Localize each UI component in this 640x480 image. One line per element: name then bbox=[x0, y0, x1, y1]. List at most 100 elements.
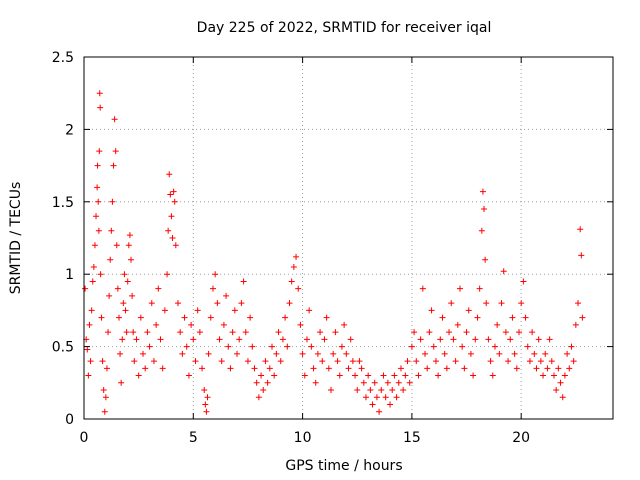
data-point bbox=[341, 321, 348, 328]
data-point bbox=[94, 184, 101, 191]
data-point bbox=[319, 358, 326, 365]
data-point bbox=[295, 285, 302, 292]
grid bbox=[84, 57, 613, 419]
data-point bbox=[323, 314, 330, 321]
data-point bbox=[391, 372, 398, 379]
data-point bbox=[157, 336, 164, 343]
data-point bbox=[137, 314, 144, 321]
data-point bbox=[165, 227, 172, 234]
data-point bbox=[422, 350, 429, 357]
data-point bbox=[277, 358, 284, 365]
data-point bbox=[133, 336, 140, 343]
data-point bbox=[533, 365, 540, 372]
y-tick-label: 1 bbox=[65, 267, 74, 283]
data-point bbox=[88, 307, 95, 314]
data-point bbox=[548, 358, 555, 365]
data-point bbox=[89, 278, 96, 285]
data-point bbox=[452, 358, 459, 365]
data-point bbox=[192, 358, 199, 365]
data-point bbox=[491, 343, 498, 350]
data-point bbox=[345, 365, 352, 372]
data-point bbox=[496, 350, 503, 357]
data-point bbox=[308, 343, 315, 350]
data-point bbox=[161, 307, 168, 314]
data-point bbox=[117, 350, 124, 357]
data-point bbox=[485, 336, 492, 343]
x-tick-label: 0 bbox=[80, 430, 89, 446]
data-point bbox=[448, 300, 455, 307]
tick-marks bbox=[83, 56, 613, 420]
data-point bbox=[301, 372, 308, 379]
data-point bbox=[174, 300, 181, 307]
data-point bbox=[349, 358, 356, 365]
data-point bbox=[262, 358, 269, 365]
data-point bbox=[223, 292, 230, 299]
data-point bbox=[236, 336, 243, 343]
data-point bbox=[102, 394, 109, 401]
data-point bbox=[214, 300, 221, 307]
data-point bbox=[561, 372, 568, 379]
data-point bbox=[140, 350, 147, 357]
data-point bbox=[231, 307, 238, 314]
data-point bbox=[575, 300, 582, 307]
data-point bbox=[465, 307, 472, 314]
y-tick-label: 2.5 bbox=[52, 50, 74, 66]
data-point bbox=[87, 358, 94, 365]
data-points bbox=[82, 90, 586, 415]
data-point bbox=[463, 329, 470, 336]
data-point bbox=[498, 300, 505, 307]
data-point bbox=[494, 321, 501, 328]
data-point bbox=[373, 394, 380, 401]
data-point bbox=[290, 263, 297, 270]
data-point bbox=[566, 365, 573, 372]
data-point bbox=[555, 365, 562, 372]
data-point bbox=[127, 256, 134, 263]
data-point bbox=[568, 343, 575, 350]
data-point bbox=[542, 350, 549, 357]
data-point bbox=[306, 307, 313, 314]
data-point bbox=[395, 379, 402, 386]
data-point bbox=[275, 329, 282, 336]
data-point bbox=[505, 358, 512, 365]
data-point bbox=[114, 285, 121, 292]
data-point bbox=[86, 321, 93, 328]
data-point bbox=[203, 408, 210, 415]
data-point bbox=[90, 263, 97, 270]
data-point bbox=[212, 271, 219, 278]
data-point bbox=[507, 336, 514, 343]
data-point bbox=[467, 350, 474, 357]
data-point bbox=[171, 198, 178, 205]
data-point bbox=[369, 401, 376, 408]
data-point bbox=[286, 300, 293, 307]
data-point bbox=[406, 379, 413, 386]
data-point bbox=[279, 336, 286, 343]
data-point bbox=[384, 379, 391, 386]
data-point bbox=[201, 387, 208, 394]
data-point bbox=[153, 321, 160, 328]
data-point bbox=[476, 285, 483, 292]
data-point bbox=[334, 358, 341, 365]
data-point bbox=[578, 252, 585, 259]
data-point bbox=[367, 387, 374, 394]
data-point bbox=[98, 314, 105, 321]
data-point bbox=[557, 379, 564, 386]
data-point bbox=[122, 307, 129, 314]
data-point bbox=[240, 278, 247, 285]
data-point bbox=[101, 408, 108, 415]
data-point bbox=[482, 256, 489, 263]
data-point bbox=[238, 300, 245, 307]
data-point bbox=[124, 278, 131, 285]
data-point bbox=[273, 350, 280, 357]
data-point bbox=[126, 232, 133, 239]
data-point bbox=[489, 372, 496, 379]
data-point bbox=[172, 242, 179, 249]
data-point bbox=[443, 365, 450, 372]
data-point bbox=[179, 350, 186, 357]
data-point bbox=[570, 358, 577, 365]
data-point bbox=[159, 365, 166, 372]
data-point bbox=[146, 343, 153, 350]
data-point bbox=[312, 379, 319, 386]
data-point bbox=[148, 300, 155, 307]
data-point bbox=[487, 358, 494, 365]
data-point bbox=[387, 401, 394, 408]
